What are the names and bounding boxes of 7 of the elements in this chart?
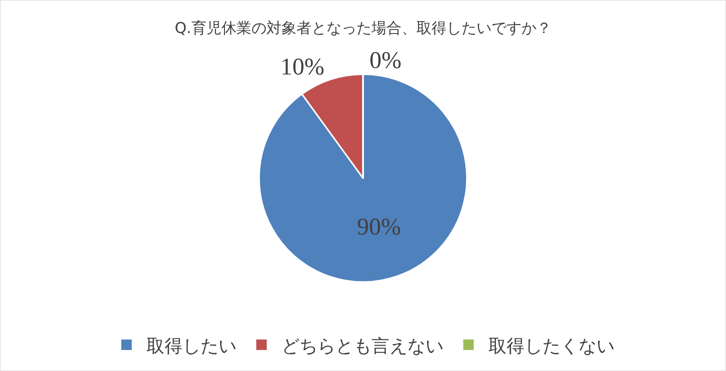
legend-label: どちらとも言えない (282, 336, 444, 357)
text: 0% (370, 48, 402, 74)
data-label: 10% (280, 54, 324, 81)
legend-label: 取得したい (146, 336, 236, 357)
data-label: 90% (357, 214, 402, 240)
chart-title: Q.育児休業の対象者となった場合、取得したいですか？ (174, 18, 552, 37)
legend-label: 取得したくない (488, 336, 614, 357)
